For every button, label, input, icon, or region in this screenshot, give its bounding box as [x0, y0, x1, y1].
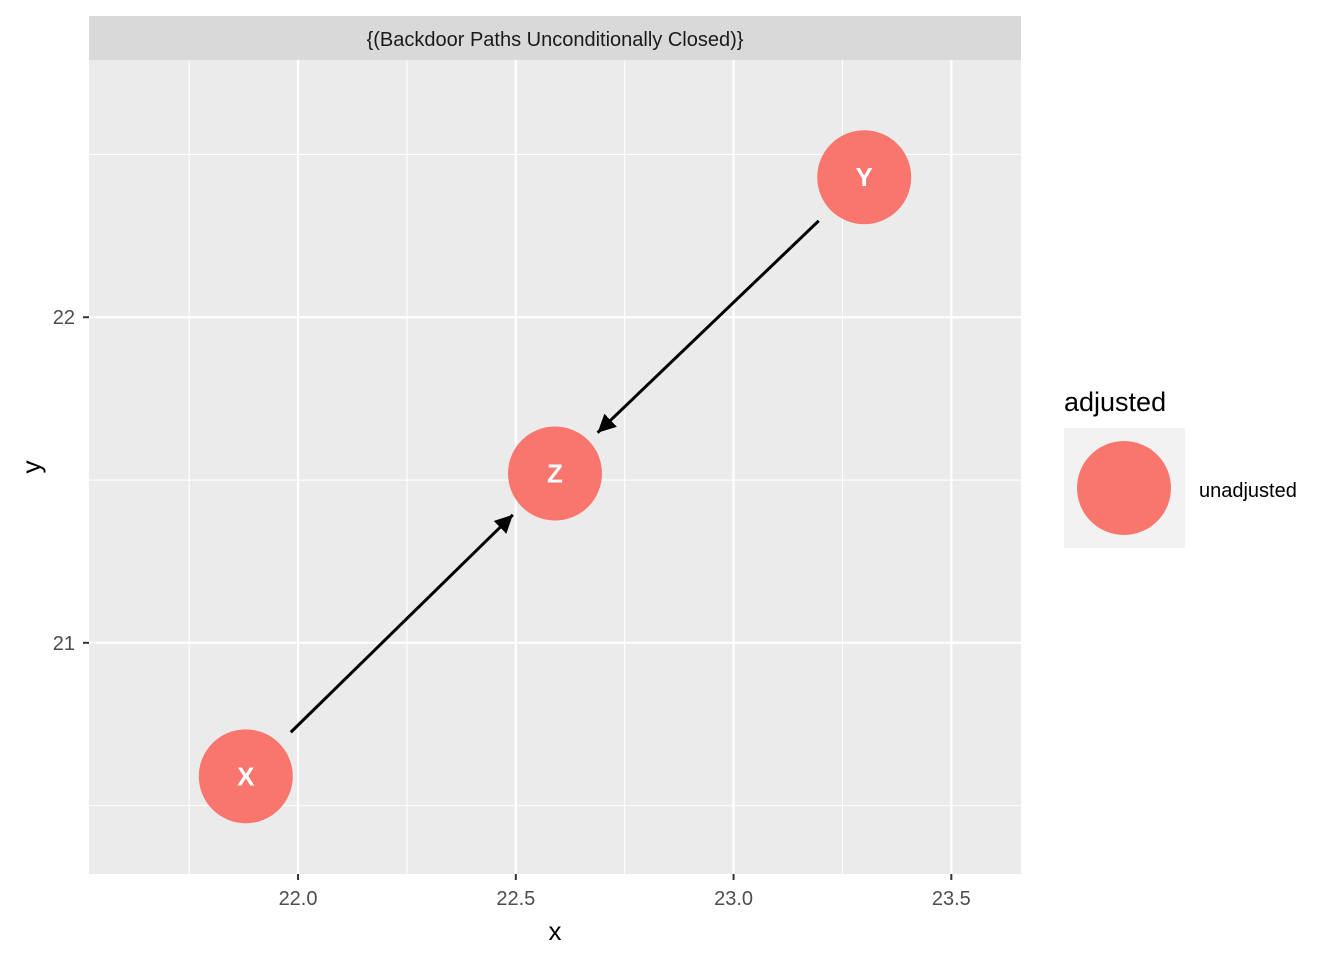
y-tick-label: 22: [53, 307, 75, 329]
edge-y-to-z: [596, 219, 820, 434]
node-x: [198, 729, 293, 824]
facet-strip: [89, 16, 1021, 60]
node-y-label: Y: [856, 162, 873, 192]
y-tick-label: 21: [53, 633, 75, 655]
y-axis-title: y: [16, 461, 46, 474]
node-z-label: Z: [547, 459, 563, 489]
nodes: X Z Y: [198, 130, 912, 824]
node-x-label: X: [237, 761, 255, 791]
axis-ticks: 22.0 22.5 23.0 23.5 21 22: [53, 307, 971, 910]
x-tick-label: 23.5: [932, 888, 971, 910]
node-y: [817, 130, 912, 225]
x-tick-label: 22.0: [279, 888, 318, 910]
facet-strip-label: {(Backdoor Paths Unconditionally Closed)…: [367, 29, 744, 51]
edge-x-to-z: [289, 513, 514, 734]
x-axis-title: x: [549, 916, 562, 946]
x-tick-label: 22.5: [496, 888, 535, 910]
node-z: [508, 426, 602, 521]
legend-item-label: unadjusted: [1199, 480, 1297, 502]
edges: [289, 219, 820, 734]
legend-key-swatch: [1077, 441, 1171, 535]
x-tick-label: 23.0: [714, 888, 753, 910]
legend-title: adjusted: [1064, 387, 1166, 417]
